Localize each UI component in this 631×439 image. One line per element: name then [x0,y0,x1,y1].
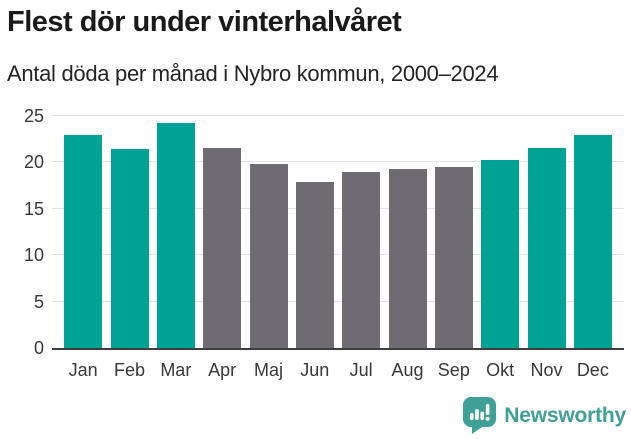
bar-jul [342,171,381,348]
bar-maj [249,164,288,348]
y-axis-tick-label: 5 [33,291,44,312]
y-axis-tick-label: 20 [23,152,44,173]
gridline [52,300,624,302]
brand-name: Newsworthy [504,403,626,427]
x-axis-tick-label: Feb [113,360,145,380]
x-axis-tick-label: Sep [437,360,470,380]
chart-title: Flest dör under vinterhalvåret [7,6,402,38]
plot-area [52,115,624,350]
x-axis-tick-label: Apr [208,360,237,380]
bar-aug [388,168,427,348]
footer-brand: Newsworthy [463,397,626,434]
y-axis-tick-label: 25 [23,106,44,126]
bar-jan [64,134,103,348]
bar-sep [434,167,473,348]
gridline [52,115,624,116]
gridline [52,254,624,256]
y-axis-tick-label: 0 [33,338,44,358]
bar-jun [295,181,334,348]
bar-apr [203,147,242,348]
bar-dec [573,134,612,348]
x-axis-tick-label: Maj [253,360,283,380]
x-axis-tick-label: Mar [160,360,192,380]
gridline [52,161,624,163]
x-axis-tick-label: Jun [300,360,330,380]
x-axis-tick-label: Aug [391,360,424,380]
bar-okt [481,159,520,348]
y-axis-tick-label: 15 [23,198,44,219]
bar-nov [527,147,566,348]
bar-feb [110,149,149,348]
x-axis-tick-label: Jan [68,360,98,380]
x-axis-tick-label: Dec [576,360,609,380]
x-axis-tick-label: Okt [486,360,515,380]
x-axis-tick-label: Jul [349,360,373,380]
chart-subtitle: Antal döda per månad i Nybro kommun, 200… [7,61,499,86]
gridline [52,207,624,209]
x-axis-tick-label: Nov [530,360,563,380]
y-axis-tick-label: 10 [23,245,44,266]
newsworthy-logo-icon [463,397,497,434]
bar-mar [156,123,195,348]
